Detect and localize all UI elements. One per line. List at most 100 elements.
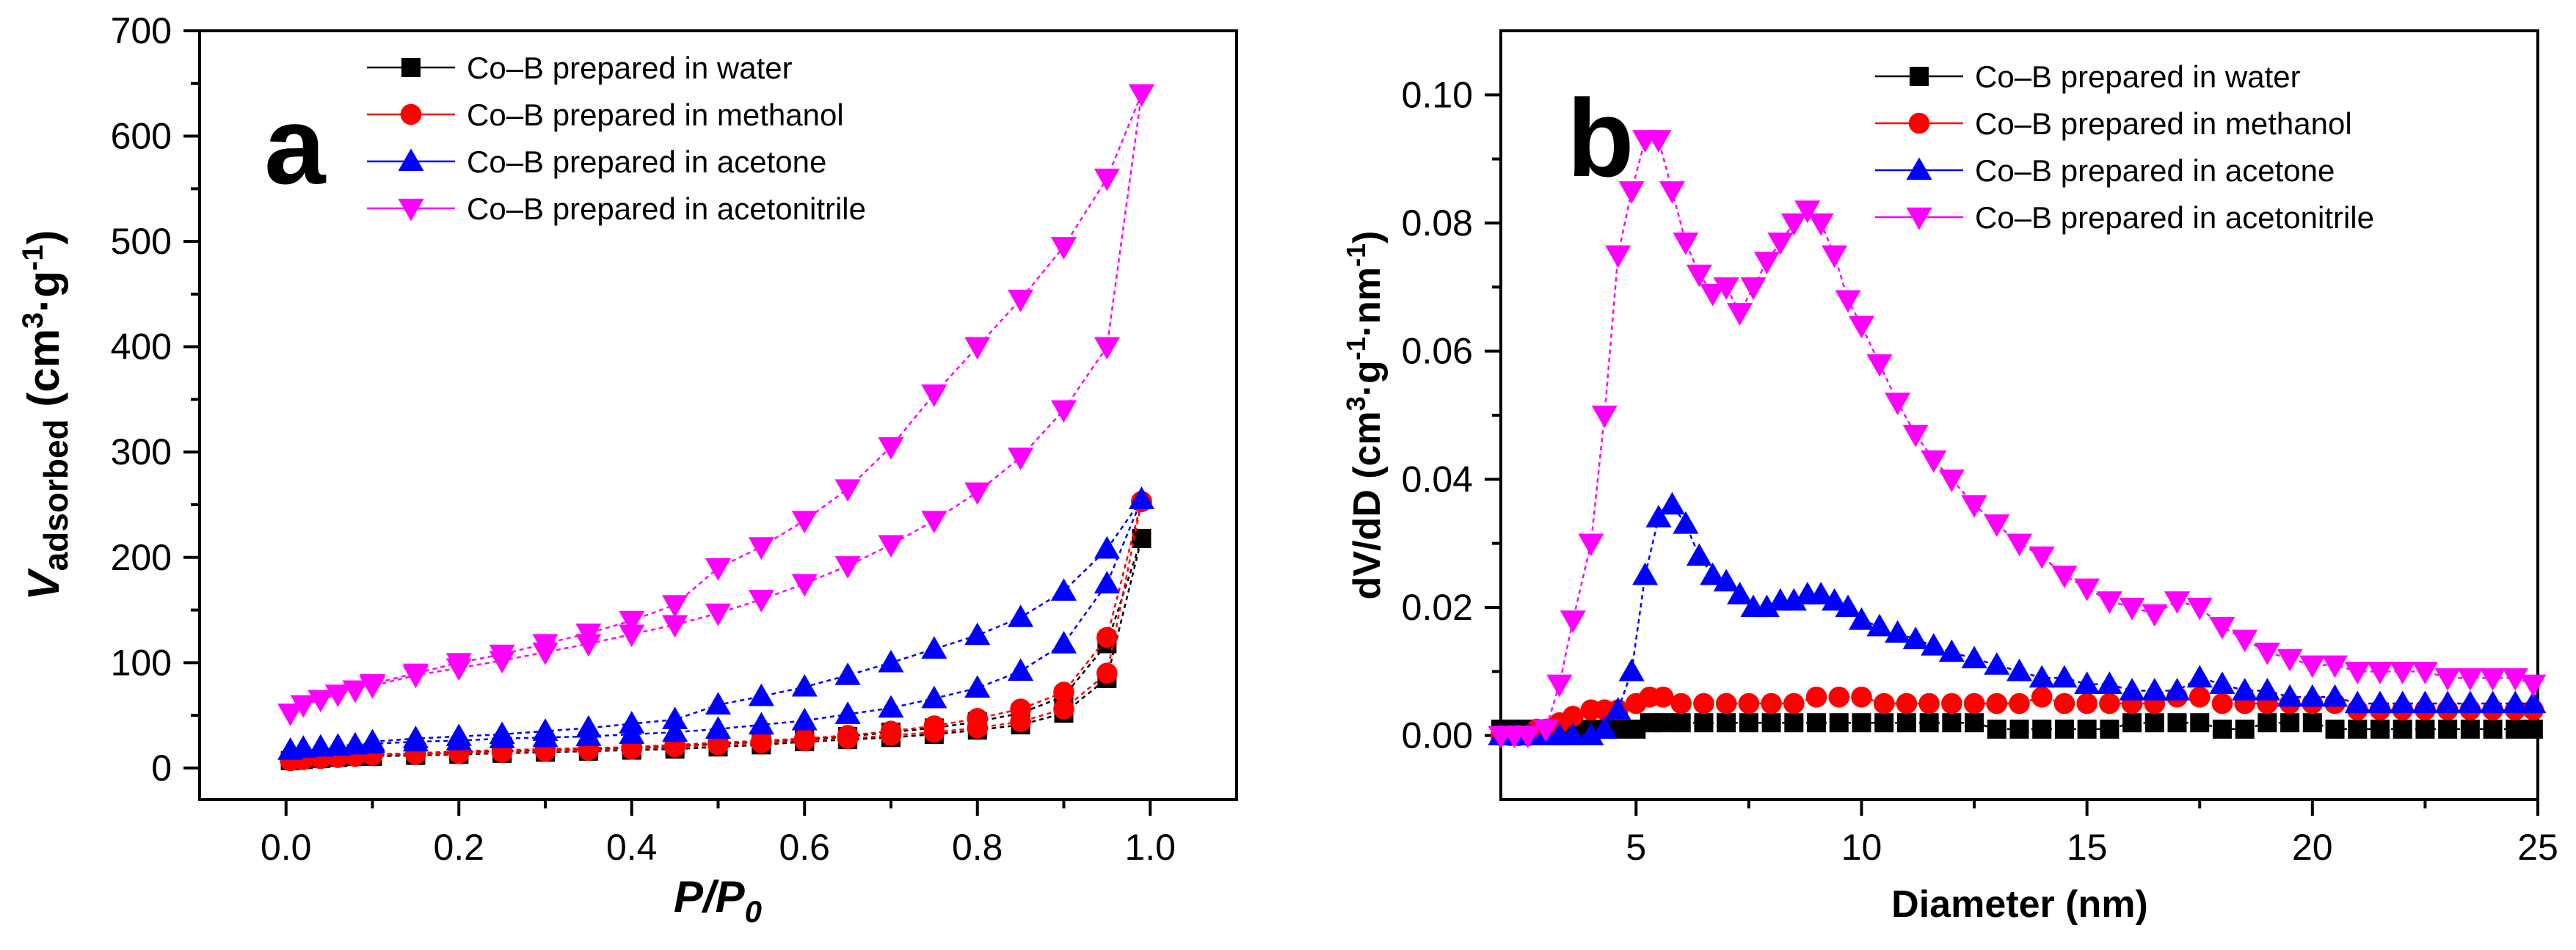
- panel-b-y-tick-label: 0.06: [1402, 331, 1473, 372]
- panel-b-y-tick-label: 0.08: [1402, 202, 1473, 244]
- panel-b-series-acetonitrile-point: [1848, 315, 1875, 339]
- panel-a-legend-marker: [398, 148, 424, 172]
- panel-b-series-acetonitrile-point: [2434, 668, 2461, 691]
- panel-a-series-acetonitrile-point: [402, 663, 429, 687]
- panel-b-series-acetonitrile-point: [1618, 181, 1645, 204]
- panel-a-series-methanol-point: [1053, 682, 1074, 703]
- panel-b-y-tick-label: 0.04: [1402, 458, 1473, 500]
- panel-b-series-water-point: [1919, 713, 1939, 733]
- panel-b-series-water-point: [2438, 719, 2458, 739]
- panel-b-series-acetonitrile-point: [2029, 546, 2055, 569]
- panel-b-series-methanol-point: [1670, 693, 1692, 715]
- panel-a-series-acetonitrile-point: [791, 511, 818, 534]
- panel-a-y-title-close: ): [19, 230, 68, 245]
- panel-b-series-acetone-point: [2299, 684, 2326, 707]
- panel-a-y-title-g: ·g: [19, 271, 68, 313]
- panel-b-series-water-point: [2144, 713, 2164, 733]
- panel-b-series-water-point: [2415, 719, 2435, 739]
- panel-b-legend-label: Co–B prepared in acetone: [1975, 153, 2335, 188]
- panel-a-isotherm-chart: 0.0 0.2 0.4 0.6 0.8 1.0 0 100 200 300 400 500 600 700…: [17, 10, 1238, 929]
- panel-b-y-title-sup3: -1: [1341, 244, 1371, 267]
- panel-b-y-title-sup1: 3: [1341, 396, 1371, 411]
- panel-b-series-acetone-point: [1938, 639, 1965, 662]
- panel-a-series-methanol-point: [880, 720, 902, 742]
- panel-a-y-tick-label: 500: [111, 221, 172, 262]
- panel-b-series-acetone-point: [2520, 690, 2547, 714]
- panel-a-series-group: [277, 84, 1155, 772]
- panel-b-series-acetone-point: [1673, 511, 1699, 534]
- panel-b-y-title-nm: ·nm: [1346, 267, 1389, 337]
- panel-a-series-methanol-point: [1053, 698, 1074, 720]
- panel-b-series-acetonitrile-point: [1713, 277, 1739, 300]
- panel-a-series-acetone-point: [1008, 658, 1034, 682]
- panel-b-series-acetone-point: [2096, 671, 2122, 694]
- panel-a-series-acetonitrile-point: [662, 595, 688, 618]
- panel-b-series-acetonitrile-point: [1866, 354, 1893, 377]
- panel-b-series-methanol-point: [2188, 686, 2211, 708]
- panel-a-ticks: 0.0 0.2 0.4 0.6 0.8 1.0 0 100 200 300 400 500 600 700: [111, 10, 1176, 868]
- panel-a-series-acetone-point: [1128, 486, 1155, 510]
- panel-b-series-acetonitrile-point: [2254, 642, 2280, 665]
- panel-b-series-acetonitrile-point: [2096, 591, 2122, 614]
- panel-a-series-acetonitrile-point: [359, 673, 386, 697]
- panel-b-series-water-point: [1694, 713, 1714, 733]
- panel-b-legend-label: Co–B prepared in acetonitrile: [1975, 200, 2374, 235]
- panel-a-series-acetonitrile-point: [834, 556, 861, 579]
- panel-b-x-tick-label: 25: [2517, 827, 2558, 868]
- panel-b-series-water-point: [2100, 719, 2120, 739]
- panel-a-series-acetone-point: [324, 733, 351, 756]
- panel-a-series-methanol-point: [1096, 662, 1118, 684]
- panel-a-legend-label: Co–B prepared in acetonitrile: [467, 191, 866, 226]
- panel-a-series-acetone-point: [402, 726, 429, 748]
- panel-b-series-water-point: [2122, 713, 2142, 733]
- panel-a-legend-label: Co–B prepared in water: [467, 51, 793, 85]
- panel-b-legend-label: Co–B prepared in methanol: [1975, 106, 2352, 141]
- panel-a-y-tick-label: 700: [111, 10, 172, 51]
- panel-b-series-acetonitrile-point: [2006, 533, 2033, 557]
- panel-b-series-acetone-point: [2480, 690, 2506, 714]
- panel-a-x-tick-label: 1.0: [1124, 827, 1176, 868]
- panel-a-series-acetone-point: [921, 636, 947, 659]
- panel-a-series-acetone-point: [662, 706, 688, 730]
- panel-a-x-title-main: P/P: [674, 872, 746, 921]
- panel-a-series-acetone-point: [359, 728, 386, 752]
- panel-b-series-water-point: [1896, 713, 1916, 733]
- panel-b-series-acetone-line: [1501, 503, 2533, 737]
- panel-b-series-acetone-point: [1822, 588, 1848, 611]
- panel-a-series-acetone-point: [1094, 571, 1120, 593]
- panel-b-series-water-point: [1761, 713, 1781, 733]
- panel-a-legend-marker: [401, 58, 421, 77]
- panel-a-label: a: [264, 84, 327, 207]
- panel-b-x-axis-title: Diameter (nm): [1891, 883, 2148, 926]
- panel-b-series-acetonitrile-point: [1700, 283, 1726, 307]
- panel-b-series-acetonitrile-point: [1885, 392, 1911, 416]
- panel-b-series-acetone-point: [2344, 690, 2371, 714]
- panel-b-series-acetone-point: [2321, 684, 2348, 707]
- panel-a-series-acetonitrile-point: [878, 436, 904, 460]
- panel-b-series-acetonitrile-point: [2277, 648, 2303, 672]
- panel-b-series-methanol-point: [1963, 693, 1985, 715]
- panel-a-x-tick-label: 0.8: [952, 827, 1003, 868]
- panel-a-series-acetonitrile-point: [748, 590, 774, 613]
- panel-a-x-tick-label: 0.4: [606, 827, 658, 868]
- panel-b-series-acetonitrile-point: [1673, 233, 1699, 255]
- panel-a-series-acetonitrile-point: [277, 704, 304, 726]
- panel-a-x-tick-label: 0.2: [433, 827, 484, 868]
- panel-b-series-water-point: [2077, 719, 2097, 739]
- panel-b-series-acetone-point: [1645, 505, 1672, 527]
- panel-a-series-acetonitrile-point: [1094, 337, 1120, 360]
- panel-b-series-water-point: [2302, 713, 2322, 733]
- panel-a-y-axis-title: Vadsorbed (cm3·g-1): [17, 230, 75, 601]
- panel-b-series-methanol-point: [1761, 693, 1782, 715]
- panel-a-series-acetonitrile-point: [705, 603, 732, 626]
- panel-b-series-methanol-point: [1715, 693, 1737, 715]
- panel-b-series-acetone-point: [2029, 665, 2055, 688]
- panel-a-series-acetone-point: [662, 719, 688, 742]
- panel-a-series-acetone-point: [705, 716, 732, 739]
- panel-b-series-methanol-point: [2053, 693, 2075, 715]
- panel-b-series-acetonitrile-point: [2142, 604, 2168, 627]
- panel-b-series-acetone-point: [1578, 723, 1604, 745]
- panel-b-series-acetone-point: [2434, 690, 2461, 714]
- panel-b-series-acetonitrile-point: [1938, 469, 1965, 492]
- panel-b-series-methanol-point: [1941, 693, 1962, 715]
